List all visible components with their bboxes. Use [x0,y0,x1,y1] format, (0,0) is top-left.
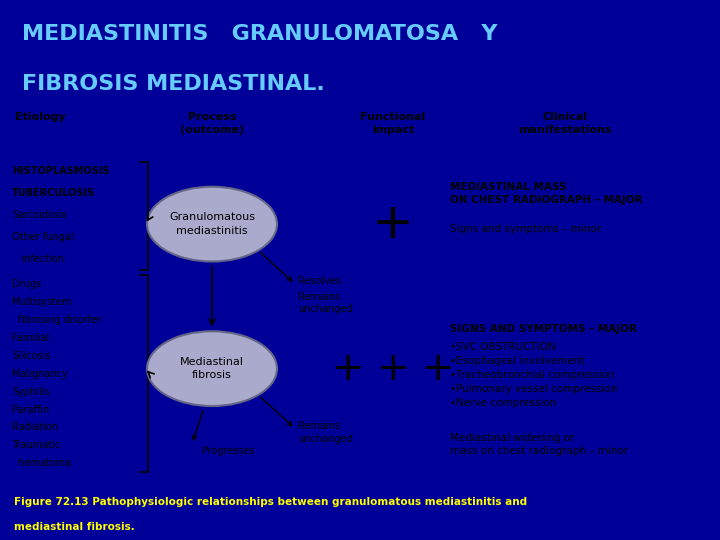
Text: Signs and symptoms – minor: Signs and symptoms – minor [450,224,601,234]
Text: mediastinal fibrosis.: mediastinal fibrosis. [14,522,135,532]
Text: fibrosing disorter: fibrosing disorter [12,315,102,325]
Text: SIGNS AND SYMPTOMS – MAJOR: SIGNS AND SYMPTOMS – MAJOR [450,324,637,334]
Text: Mediastinal
fibrosis: Mediastinal fibrosis [180,357,244,380]
Text: MEDIASTINAL MASS
ON CHEST RADIOGRAPH – MAJOR: MEDIASTINAL MASS ON CHEST RADIOGRAPH – M… [450,182,642,205]
Text: Mediastinal widening or
mass on chest radiograph – minor: Mediastinal widening or mass on chest ra… [450,434,629,456]
Text: infection: infection [12,254,64,264]
Text: TUBERCULOSIS: TUBERCULOSIS [12,188,95,198]
Text: hematoma: hematoma [12,458,71,468]
Text: Malignancy: Malignancy [12,369,68,379]
Text: Paraffin: Paraffin [12,404,50,415]
Text: Remains
unchanged: Remains unchanged [298,292,353,314]
Text: Familial: Familial [12,333,49,343]
Text: Radiation: Radiation [12,422,58,433]
Text: MEDIASTINITIS   GRANULOMATOSA   Y: MEDIASTINITIS GRANULOMATOSA Y [22,24,497,44]
Text: Remains
unchanged: Remains unchanged [298,422,353,444]
Text: + + +: + + + [332,350,454,388]
Text: Clinical
manifestations: Clinical manifestations [518,112,612,135]
Ellipse shape [147,187,277,261]
Text: Silicosis: Silicosis [12,350,50,361]
Text: Multisystem: Multisystem [12,297,71,307]
Text: FIBROSIS MEDIASTINAL.: FIBROSIS MEDIASTINAL. [22,73,324,94]
Text: Etiology: Etiology [15,112,66,123]
Text: Syphilis: Syphilis [12,387,50,396]
Text: Figure 72.13 Pathophysiologic relationships between granulomatous mediastinitis : Figure 72.13 Pathophysiologic relationsh… [14,497,528,508]
Text: HISTOPLASMOSIS: HISTOPLASMOSIS [12,166,109,176]
Text: Progresses: Progresses [202,446,255,456]
Text: Granulomatous
mediastinitis: Granulomatous mediastinitis [169,213,255,235]
Text: Process
(outcome): Process (outcome) [180,112,244,135]
Text: Traumatic: Traumatic [12,441,60,450]
Text: Resolves: Resolves [298,276,341,286]
Text: Functional
impact: Functional impact [361,112,426,135]
Text: •SVC OBSTRUCTION
•Esophageal involvement
•Tracheobronchial compression
•Pulmonar: •SVC OBSTRUCTION •Esophageal involvement… [450,342,618,408]
Text: Sarcoidosis: Sarcoidosis [12,210,67,220]
Text: Drugs: Drugs [12,279,41,289]
Text: +: + [372,200,414,248]
Ellipse shape [147,331,277,406]
Text: Other fungal: Other fungal [12,232,73,242]
